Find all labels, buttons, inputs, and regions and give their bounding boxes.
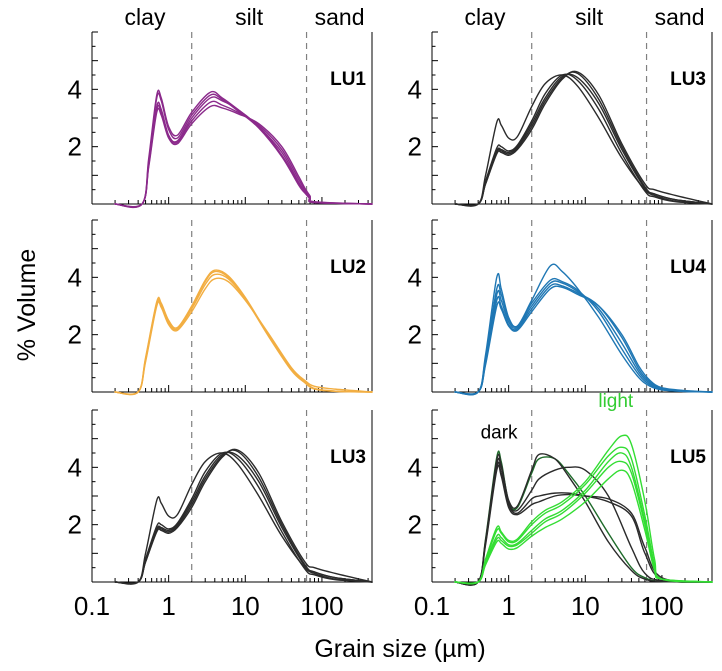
distribution-curve bbox=[454, 74, 713, 207]
region-label-silt: silt bbox=[575, 4, 604, 30]
panel-label: LU5 bbox=[670, 447, 706, 468]
panel-LU1: 2 4 LU1 clay silt sand bbox=[68, 4, 373, 209]
global-labels: % Volume Grain size (µm) bbox=[13, 249, 486, 663]
x-axis-title: Grain size (µm) bbox=[314, 635, 485, 663]
distribution-curve bbox=[454, 70, 713, 207]
distribution-curve bbox=[114, 451, 373, 585]
panel-LU3: 2 4 0.1 1 10 100 LU3 bbox=[68, 409, 373, 621]
panel-LU4: 2 4 LU4 bbox=[408, 219, 713, 396]
panels: 2 4 LU1 clay silt sand 2 4 LU2 2 4 0.1 1 10 100 LU3 2 4 LU… bbox=[68, 4, 713, 621]
x-tick-label: 10 bbox=[231, 591, 260, 621]
y-tick-label: 4 bbox=[68, 452, 82, 482]
x-tick-label: 1 bbox=[501, 591, 515, 621]
panel-label: LU3 bbox=[670, 69, 706, 90]
y-tick-label: 2 bbox=[68, 510, 82, 540]
y-tick-label: 2 bbox=[68, 132, 82, 162]
x-tick-label: 0.1 bbox=[74, 591, 110, 621]
region-label-sand: sand bbox=[315, 4, 365, 30]
panel-LU3-top-right: 2 4 LU3 clay silt sand bbox=[408, 4, 713, 207]
annotation-light: light bbox=[598, 391, 634, 412]
y-tick-label: 4 bbox=[68, 262, 82, 292]
distribution-curve bbox=[114, 89, 373, 209]
annotation-dark: dark bbox=[481, 423, 518, 444]
distribution-curve bbox=[114, 104, 373, 208]
region-label-clay: clay bbox=[465, 4, 506, 30]
distribution-curve bbox=[114, 92, 373, 208]
y-tick-label: 2 bbox=[408, 132, 422, 162]
distribution-curve bbox=[114, 452, 373, 585]
y-tick-label: 2 bbox=[408, 320, 422, 350]
y-tick-label: 2 bbox=[68, 320, 82, 350]
region-label-sand: sand bbox=[655, 4, 705, 30]
x-tick-label: 10 bbox=[571, 591, 600, 621]
distribution-curve bbox=[454, 469, 713, 584]
distribution-curve bbox=[454, 464, 713, 586]
x-tick-label: 1 bbox=[161, 591, 175, 621]
distribution-curve bbox=[454, 452, 713, 585]
distribution-curve bbox=[114, 269, 373, 396]
panel-LU5: 2 4 0.1 1 10 100 LU5 dark light bbox=[408, 391, 713, 621]
x-tick-label: 100 bbox=[640, 591, 683, 621]
region-label-silt: silt bbox=[235, 4, 264, 30]
distribution-curve bbox=[454, 263, 713, 396]
distribution-curve bbox=[114, 273, 373, 396]
distribution-curve bbox=[454, 446, 713, 585]
x-tick-label: 100 bbox=[300, 591, 343, 621]
distribution-curve bbox=[114, 270, 373, 396]
distribution-curve bbox=[114, 277, 373, 395]
panel-LU2: 2 4 LU2 bbox=[68, 219, 373, 396]
distribution-curve bbox=[454, 450, 713, 586]
panel-label: LU2 bbox=[330, 257, 366, 278]
distribution-curve bbox=[454, 434, 713, 585]
y-tick-label: 4 bbox=[408, 452, 422, 482]
distribution-curve bbox=[454, 280, 713, 396]
y-tick-label: 4 bbox=[408, 262, 422, 292]
distribution-curve bbox=[454, 285, 713, 395]
distribution-curve bbox=[454, 460, 713, 585]
y-tick-label: 4 bbox=[68, 74, 82, 104]
distribution-curve bbox=[114, 448, 373, 585]
y-tick-label: 4 bbox=[408, 74, 422, 104]
panel-label: LU3 bbox=[330, 447, 366, 468]
distribution-curve bbox=[454, 73, 713, 207]
y-axis-title: % Volume bbox=[13, 249, 41, 362]
distribution-curve bbox=[454, 277, 713, 396]
x-tick-label: 0.1 bbox=[414, 591, 450, 621]
y-tick-label: 2 bbox=[408, 510, 422, 540]
region-label-clay: clay bbox=[125, 4, 166, 30]
panel-label: LU1 bbox=[330, 69, 366, 90]
panel-label: LU4 bbox=[670, 257, 706, 278]
distribution-curve bbox=[454, 283, 713, 395]
